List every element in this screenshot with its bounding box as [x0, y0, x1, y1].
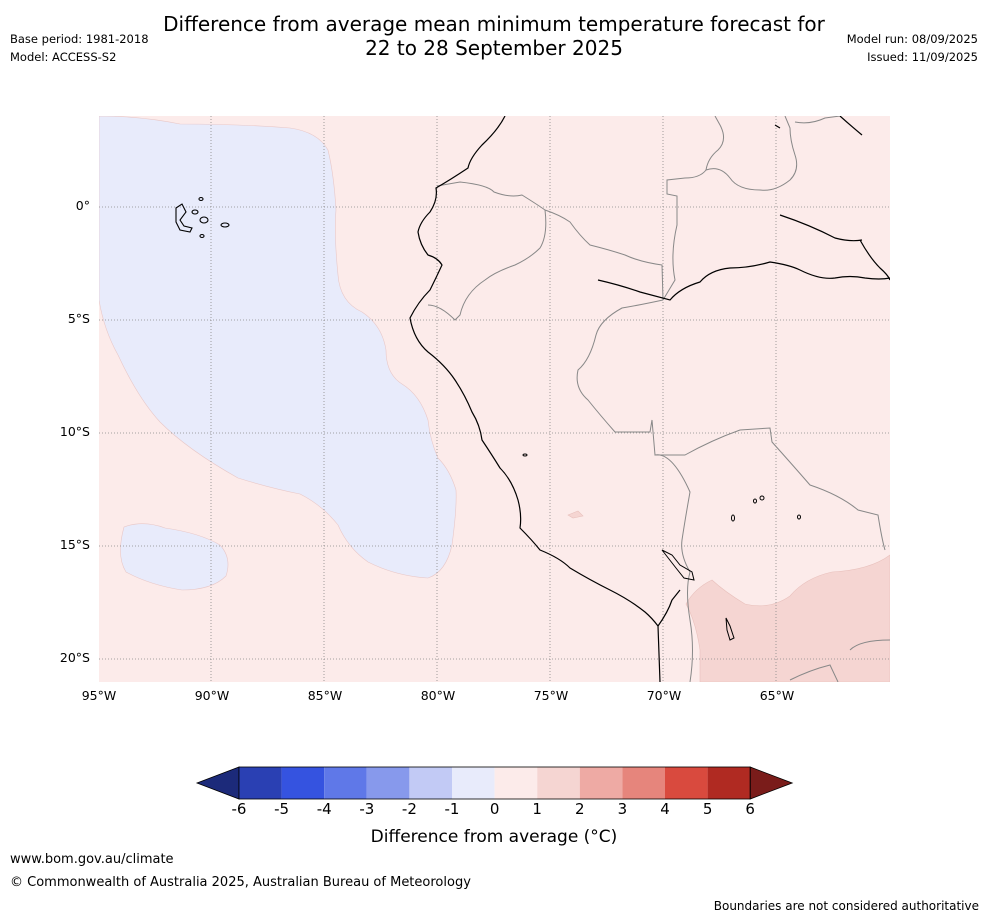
colorbar-swatch	[579, 767, 623, 799]
meta-right: Model run: 08/09/2025 Issued: 11/09/2025	[847, 30, 978, 66]
gridlines	[99, 116, 890, 682]
model-run: Model run: 08/09/2025	[846, 32, 978, 46]
colorbar-swatch	[452, 767, 495, 799]
lat-label-0: 0°	[75, 198, 90, 213]
colorbar-swatch	[239, 767, 282, 799]
colorbar-tick-label: -1	[444, 800, 460, 818]
lon-label-70w: 70°W	[646, 688, 682, 703]
colorbar-tick-label: -2	[401, 800, 417, 818]
country-boundaries	[427, 116, 890, 682]
colorbar-swatch	[324, 767, 367, 799]
lon-label-80w: 80°W	[420, 688, 456, 703]
lat-label-15s: 15°S	[59, 537, 90, 552]
lakes	[522, 453, 801, 641]
lon-label-65w: 65°W	[759, 688, 795, 703]
coastline	[409, 116, 890, 682]
issued-date: Issued: 11/09/2025	[867, 50, 978, 64]
lon-label-75w: 75°W	[533, 688, 569, 703]
colorbar-swatch	[537, 767, 580, 799]
colorbar-tick-label: 3	[617, 800, 628, 818]
model-name: Model: ACCESS-S2	[10, 50, 117, 64]
colorbar-swatch	[494, 767, 538, 799]
colorbar-swatch	[707, 767, 751, 799]
colorbar-tick-label: 1	[532, 800, 542, 818]
colorbar-tick-label: 6	[745, 800, 755, 818]
title-line-1: Difference from average mean minimum tem…	[163, 12, 825, 36]
colorbar-tick-label: -3	[359, 800, 375, 818]
base-period: Base period: 1981-2018	[10, 32, 149, 46]
colorbar-extend-low	[195, 766, 240, 800]
colorbar-label: Difference from average (°C)	[370, 827, 618, 847]
colorbar-tick-label: -4	[316, 800, 332, 818]
lon-label-85w: 85°W	[307, 688, 343, 703]
colorbar-tick-label: 4	[660, 800, 670, 818]
colorbar-ticks: -6 -5 -4 -3 -2 -1 0 1 2 3 4 5 6	[0, 800, 988, 822]
title-line-2: 22 to 28 September 2025	[365, 36, 623, 60]
map-title: Difference from average mean minimum tem…	[0, 12, 988, 60]
colorbar	[195, 766, 794, 800]
cool-anomaly-area-south	[120, 523, 229, 591]
lat-label-10s: 10°S	[59, 424, 90, 439]
small-warm-patch	[567, 510, 584, 519]
meta-left: Base period: 1981-2018 Model: ACCESS-S2	[10, 30, 149, 66]
lon-label-90w: 90°W	[194, 688, 230, 703]
colorbar-tick-label: 0	[489, 800, 500, 818]
colorbar-tick-label: -6	[231, 800, 247, 818]
lat-label-20s: 20°S	[59, 650, 90, 665]
galapagos-islands	[175, 196, 230, 239]
colorbar-extend-high	[749, 766, 794, 800]
colorbar-tick-label: 5	[702, 800, 713, 818]
lon-label-95w: 95°W	[81, 688, 117, 703]
footer-url: www.bom.gov.au/climate	[10, 852, 174, 867]
colorbar-outline	[238, 766, 751, 800]
warmer-anomaly-area	[685, 554, 890, 682]
lat-label-5s: 5°S	[67, 311, 90, 326]
footer-note: Boundaries are not considered authoritat…	[713, 899, 979, 913]
footer-copyright: © Commonwealth of Australia 2025, Austra…	[10, 875, 471, 890]
colorbar-tick-label: -5	[274, 800, 290, 818]
colorbar-swatch	[409, 767, 452, 799]
colorbar-swatch	[665, 767, 708, 799]
colorbar-swatch	[622, 767, 665, 799]
colorbar-tick-label: 2	[575, 800, 585, 818]
colorbar-swatch	[366, 767, 410, 799]
colorbar-swatch	[281, 767, 325, 799]
